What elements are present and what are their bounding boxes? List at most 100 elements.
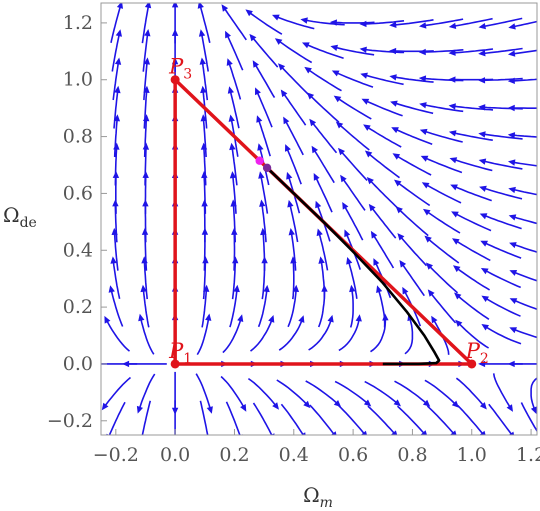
x-tick-label: 1.0 — [457, 444, 487, 466]
stream-arrow-111 — [315, 200, 322, 209]
stream-arrow-92 — [298, 315, 305, 323]
stream-line-68 — [230, 144, 238, 186]
stream-arrow-27 — [143, 57, 151, 65]
stream-arrow-58 — [197, 3, 204, 9]
stream-arrow-118 — [300, 17, 308, 24]
stream-line-80 — [262, 229, 266, 271]
stream-line-164 — [426, 405, 456, 435]
stream-arrow-122 — [355, 314, 362, 322]
stream-arrow-16 — [136, 405, 143, 414]
stream-arrow-85 — [255, 87, 261, 96]
stream-arrow-169 — [425, 262, 433, 270]
stream-line-52 — [203, 172, 207, 214]
stream-arrow-206 — [478, 50, 486, 57]
stream-line-26 — [143, 87, 148, 129]
stream-line-119 — [338, 405, 367, 435]
stream-arrow-11 — [114, 85, 121, 94]
stream-line-20 — [143, 258, 148, 300]
stream-arrow-178 — [419, 22, 427, 29]
stream-line-199 — [481, 240, 522, 259]
stream-arrow-161 — [389, 74, 397, 81]
stream-arrow-203 — [478, 131, 486, 138]
stream-line-142 — [367, 177, 399, 209]
stream-line-222 — [510, 20, 537, 29]
stream-arrow-190 — [448, 76, 456, 83]
stream-line-64 — [231, 258, 237, 300]
stream-arrow-28 — [144, 29, 151, 37]
stream-line-4 — [109, 287, 124, 327]
stream-arrow-198 — [480, 268, 489, 275]
stream-arrow-135 — [393, 399, 401, 407]
stream-arrow-171 — [423, 208, 431, 216]
stream-line-87 — [250, 34, 279, 68]
stream-arrow-29 — [144, 3, 152, 9]
stream-line-206 — [480, 47, 523, 55]
plot-frame — [100, 2, 538, 436]
stream-arrow-142 — [366, 177, 374, 185]
stream-arrow-170 — [424, 235, 432, 243]
stream-line-179 — [457, 404, 485, 435]
stream-line-132 — [332, 45, 375, 56]
stream-line-101 — [278, 64, 310, 96]
stream-arrow-204 — [478, 104, 486, 111]
stream-arrow-191 — [448, 49, 456, 56]
stream-arrow-81 — [259, 199, 266, 207]
stream-line-171 — [424, 209, 461, 234]
stream-arrow-113 — [311, 145, 318, 154]
stream-arrow-220 — [507, 77, 515, 84]
stream-arrow-13 — [115, 29, 122, 37]
stream-line-18 — [139, 315, 155, 355]
stream-line-89 — [280, 403, 305, 435]
stream-arrow-78 — [263, 284, 270, 293]
stream-line-103 — [273, 14, 315, 30]
stream-line-5 — [112, 258, 121, 299]
critical-point-label-2: P2 — [465, 339, 489, 367]
stream-line-183 — [454, 265, 491, 291]
stream-line-129 — [336, 122, 370, 151]
marker-point-2 — [262, 163, 272, 173]
stream-arrow-3 — [104, 315, 111, 324]
stream-line-0 — [108, 401, 126, 435]
stream-line-114 — [309, 119, 338, 154]
stream-line-134 — [367, 405, 397, 435]
stream-line-165 — [424, 379, 459, 407]
x-tick-label: 0.2 — [219, 444, 249, 466]
stream-arrow-177 — [418, 48, 426, 56]
stream-arrow-102 — [274, 38, 283, 45]
stream-line-98 — [285, 145, 302, 185]
stream-arrow-19 — [140, 284, 147, 293]
stream-arrow-89 — [300, 432, 306, 435]
stream-line-175 — [420, 103, 464, 113]
stream-arrow-197 — [481, 295, 489, 302]
stream-arrow-146 — [360, 72, 368, 79]
stream-line-155 — [398, 234, 428, 267]
stream-line-169 — [426, 263, 459, 294]
stream-arrow-44 — [205, 435, 211, 443]
stream-line-193 — [488, 403, 513, 435]
stream-line-201 — [480, 186, 523, 200]
stream-line-203 — [480, 132, 523, 140]
stream-line-182 — [454, 293, 490, 320]
stream-line-135 — [364, 380, 401, 406]
stream-arrow-194 — [506, 404, 513, 412]
stream-line-56 — [201, 59, 209, 101]
y-tick-label: 0.0 — [63, 353, 93, 375]
stream-line-160 — [391, 101, 434, 115]
stream-line-216 — [510, 188, 537, 196]
stream-arrow-69 — [228, 114, 235, 122]
stream-line-191 — [450, 48, 494, 54]
stream-line-207 — [480, 17, 523, 28]
stream-line-3 — [104, 317, 131, 352]
stream-line-67 — [231, 172, 237, 214]
stream-arrow-139 — [373, 258, 380, 266]
stream-line-104 — [309, 404, 336, 435]
stream-line-174 — [421, 129, 463, 143]
stream-line-110 — [317, 230, 329, 271]
stream-arrow-144 — [363, 124, 371, 131]
stream-line-77 — [249, 316, 274, 352]
stream-line-186 — [451, 184, 492, 202]
stream-line-15 — [141, 400, 152, 435]
stream-line-113 — [311, 146, 335, 184]
stream-arrow-110 — [316, 228, 323, 237]
stream-arrow-176 — [418, 75, 427, 82]
